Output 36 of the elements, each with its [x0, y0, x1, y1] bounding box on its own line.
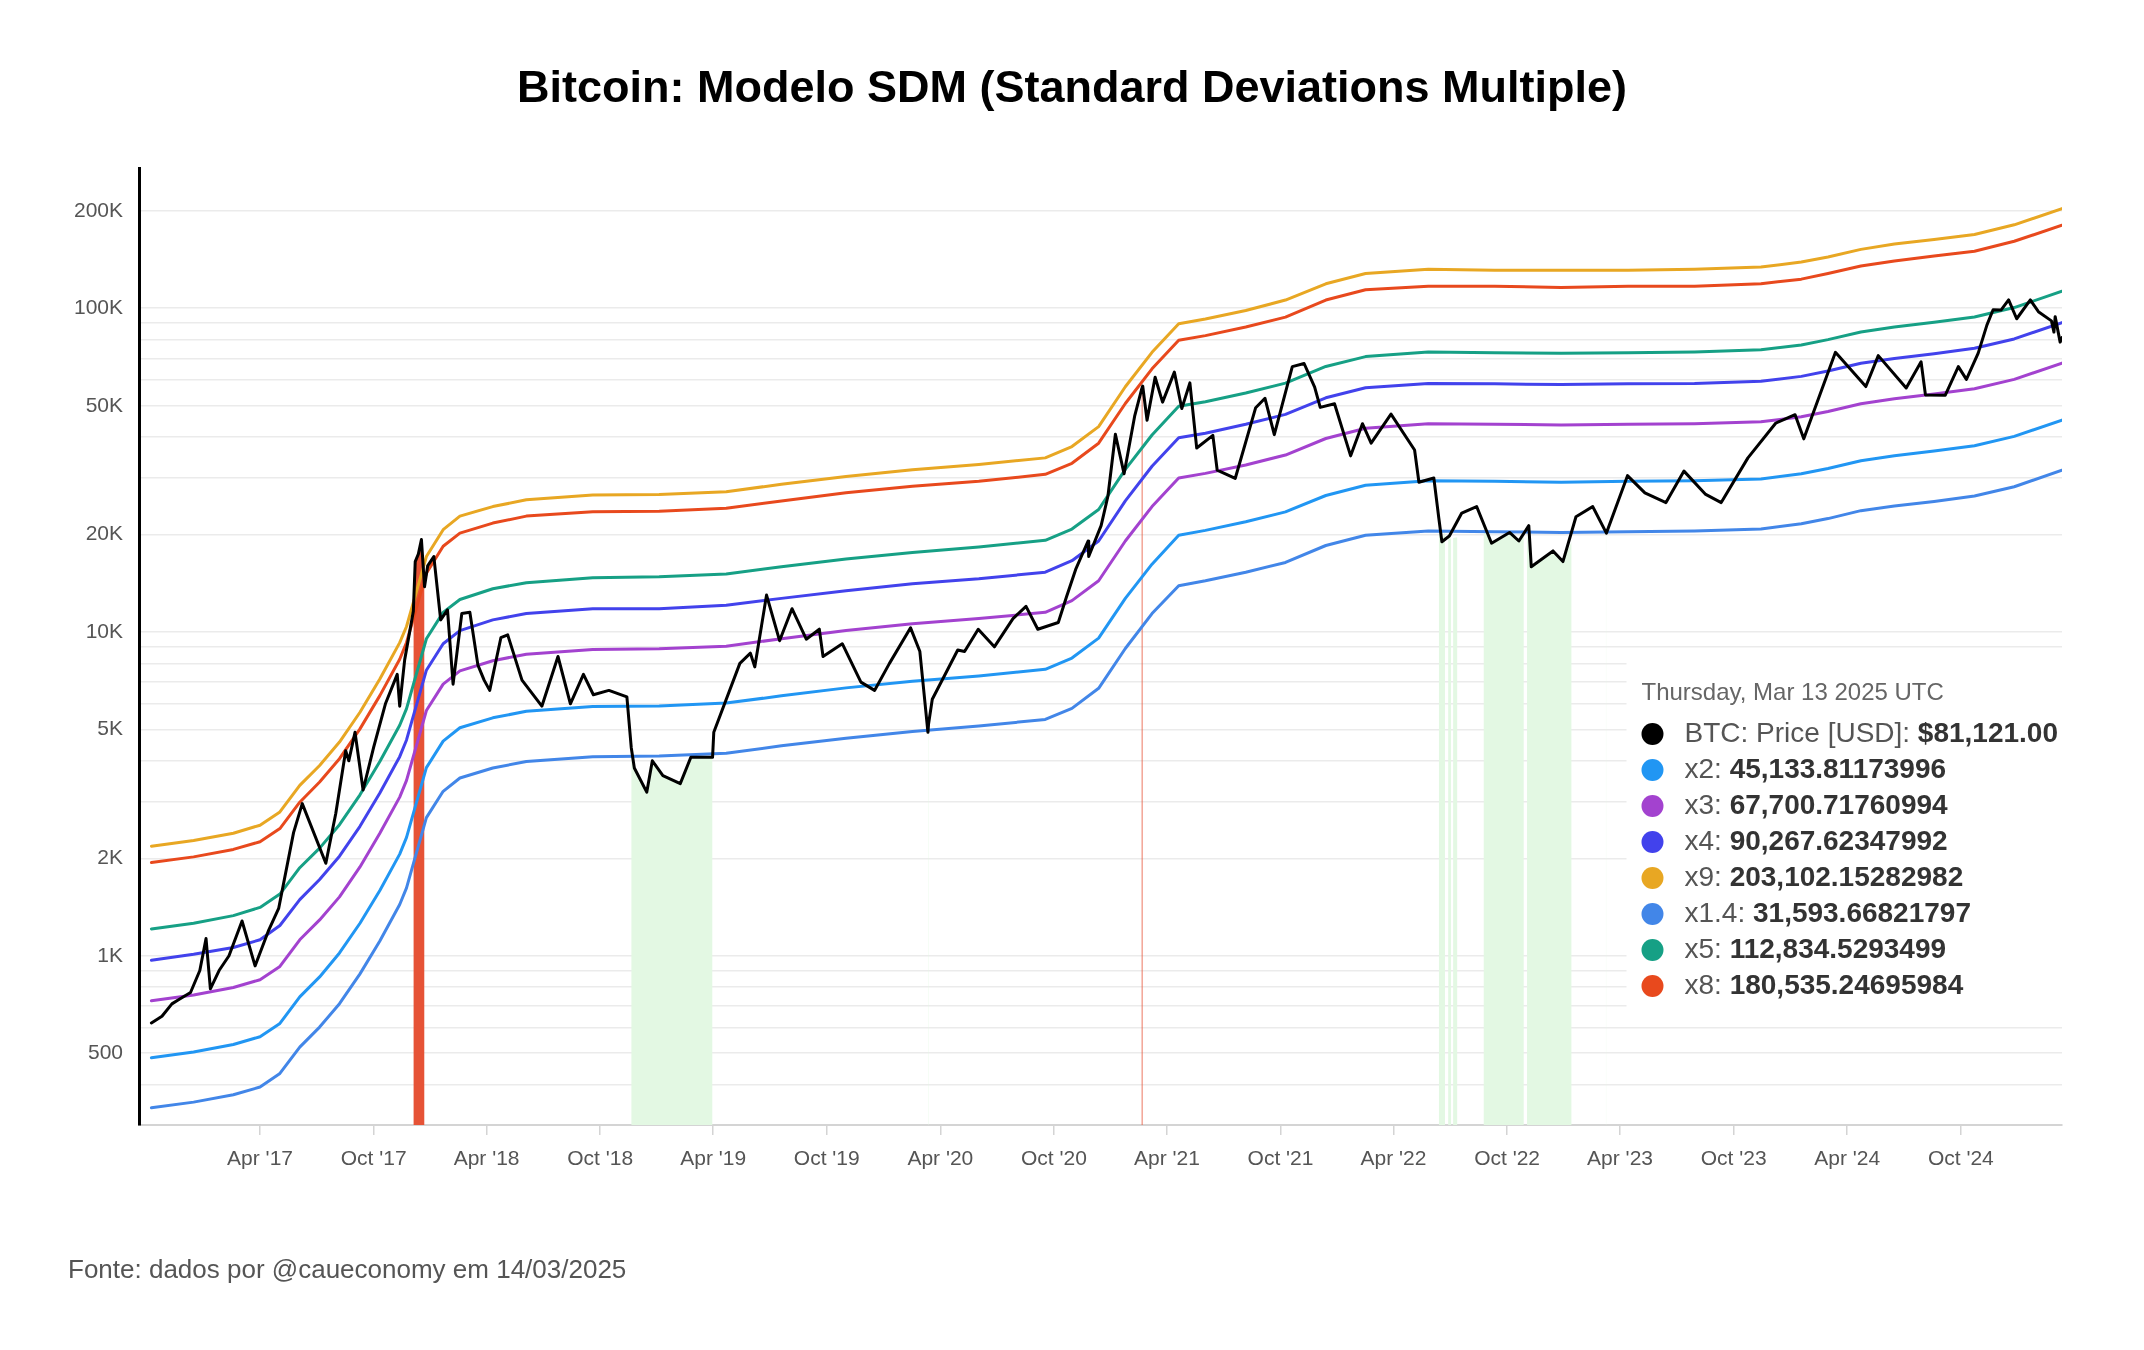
y-tick-label: 500 — [87, 1039, 123, 1063]
y-tick-label: 2K — [97, 845, 123, 869]
x-tick-label: Oct '21 — [1247, 1146, 1314, 1170]
x-tick-label: Apr '17 — [227, 1146, 293, 1170]
y-tick-label: 5K — [97, 716, 123, 740]
x-tick-label: Apr '24 — [1814, 1146, 1881, 1170]
x-tick-label: Apr '18 — [453, 1146, 520, 1170]
x-tick-label: Oct '23 — [1700, 1146, 1767, 1170]
legend-label: BTC: Price [USD]: $81,121.00 — [1684, 716, 2058, 748]
source-note: Fonte: dados por @caueconomy em 14/03/2025 — [68, 1253, 627, 1286]
legend-label: x9: 203,102.15282982 — [1684, 860, 1964, 892]
x-tick-label: Apr '21 — [1133, 1146, 1200, 1170]
x-tick-label: Oct '24 — [1927, 1146, 1995, 1170]
x-tick-label: Apr '19 — [680, 1146, 747, 1170]
x-tick-label: Apr '22 — [1360, 1146, 1427, 1170]
y-tick-label: 1K — [97, 942, 123, 966]
x-tick-label: Oct '18 — [567, 1146, 634, 1170]
legend-label: x1.4: 31,593.66821797 — [1684, 896, 1971, 928]
legend-label: x8: 180,535.24695984 — [1684, 968, 1964, 1000]
legend-label: x2: 45,133.81173996 — [1684, 752, 1947, 784]
x-tick-label: Oct '20 — [1021, 1146, 1087, 1170]
y-tick-label: 50K — [85, 392, 123, 416]
legend-label: x5: 112,834.5293499 — [1684, 932, 1947, 964]
y-tick-label: 20K — [85, 521, 123, 545]
x-tick-label: Oct '22 — [1474, 1146, 1541, 1170]
legend-title: Thursday, Mar 13 2025 UTC — [1641, 677, 1944, 705]
x-tick-label: Apr '20 — [907, 1146, 974, 1170]
x-tick-label: Apr '23 — [1587, 1146, 1653, 1170]
legend-label: x3: 67,700.71760994 — [1684, 788, 1949, 820]
x-tick-label: Oct '17 — [340, 1146, 407, 1170]
y-tick-label: 10K — [85, 618, 123, 642]
y-tick-label: 200K — [73, 197, 123, 221]
x-tick-label: Oct '19 — [793, 1146, 860, 1170]
chart-title: Bitcoin: Modelo SDM (Standard Deviations Multiple) — [516, 60, 1628, 114]
y-tick-label: 100K — [73, 295, 123, 319]
legend-label: x4: 90,267.62347992 — [1684, 824, 1948, 856]
